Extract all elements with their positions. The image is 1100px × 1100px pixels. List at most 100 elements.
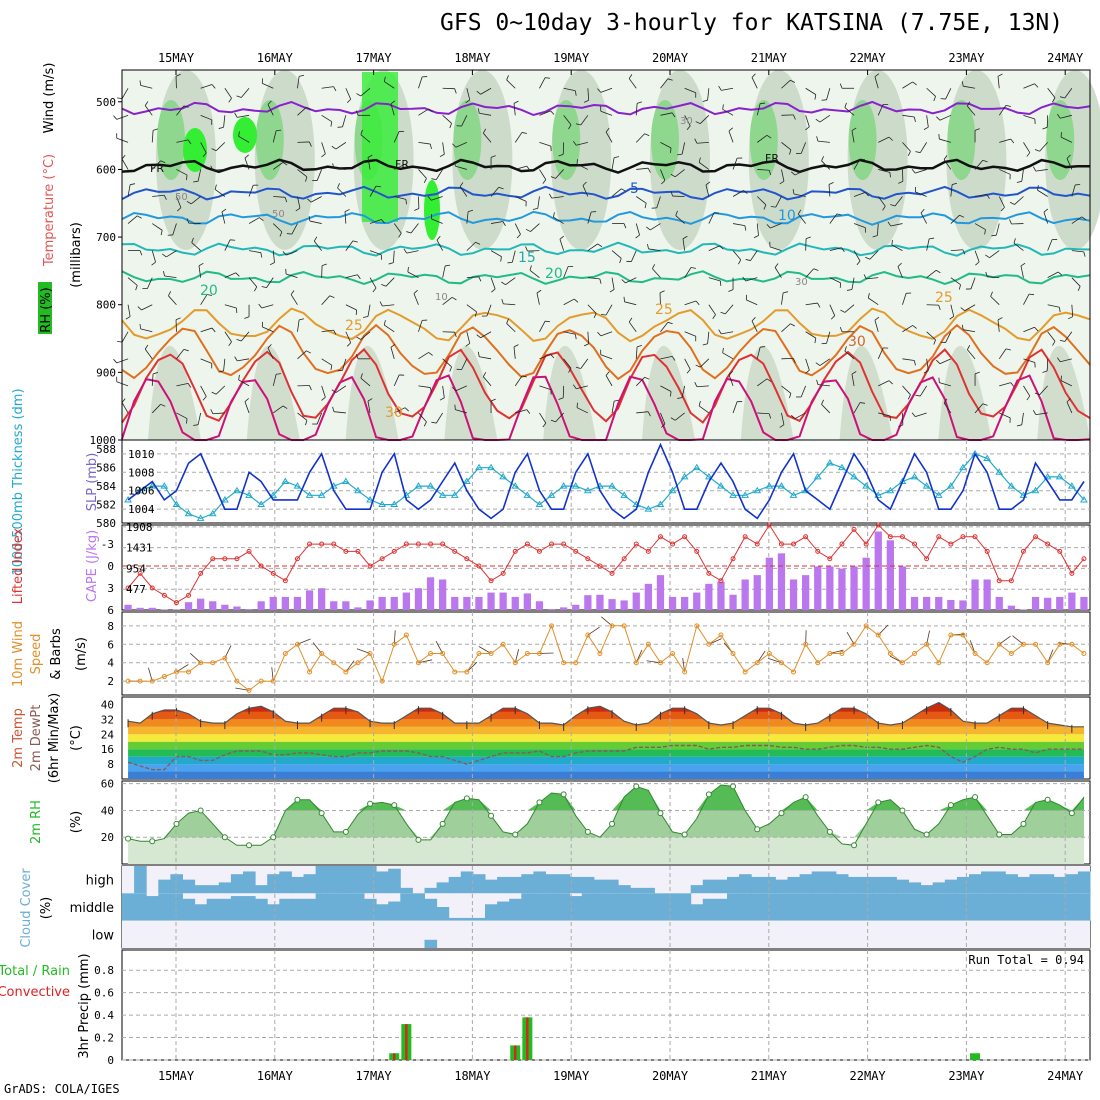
cloud-middle-bar — [593, 893, 607, 921]
wind-barb — [418, 141, 431, 145]
wind-barb — [248, 277, 258, 288]
wind-barb — [611, 250, 622, 259]
lifted-index-point — [488, 578, 494, 584]
wind10m-axis-label-part: Speed — [29, 634, 44, 675]
cape-bar — [499, 592, 507, 610]
wind-barb — [950, 304, 955, 317]
wind-barb — [781, 385, 792, 394]
top-date-label: 17MAY — [356, 51, 393, 65]
wind-barb — [605, 304, 613, 316]
wind-barb — [684, 300, 697, 306]
wind-barb-flag — [525, 228, 531, 232]
wind-barb-flag — [482, 128, 487, 134]
wind-barb-flag — [218, 126, 224, 129]
wind-barb-flag — [117, 341, 123, 343]
wind-barb-flag — [160, 403, 166, 407]
thickness-point — [390, 500, 399, 508]
lifted-index-point — [1045, 541, 1051, 547]
rh2m-point — [826, 828, 833, 835]
wind-barb-flag — [951, 182, 958, 185]
wind-barb-flag — [966, 345, 971, 350]
wind-barb-flag — [356, 336, 362, 340]
temperature-band — [128, 726, 1085, 735]
wind-barb-flag — [1005, 348, 1011, 351]
wind10m-speed-point — [415, 660, 421, 666]
cloud-middle-bar — [351, 893, 365, 921]
wind-barb-flag — [449, 366, 452, 372]
cloud-middle-bar — [243, 896, 256, 921]
wind-barb-flag — [619, 258, 622, 264]
lifted-index-point — [246, 548, 252, 554]
wind-barb-flag — [1043, 208, 1049, 213]
wind10m-speed-point — [573, 660, 579, 666]
wind-barb — [1013, 242, 1024, 251]
cape-bar — [124, 604, 132, 610]
wind-barb-flag — [805, 369, 810, 374]
wind-barb-flag — [168, 291, 172, 296]
wind-barb — [920, 212, 928, 224]
wind-barb-flag — [1066, 398, 1071, 403]
wind-barb-flag — [768, 170, 772, 176]
wind-barb-flag — [661, 180, 666, 185]
wind-barb — [699, 115, 710, 124]
wind-barb-flag — [454, 88, 457, 94]
wind10m-speed-point — [488, 651, 494, 656]
isotherm-label: 10 — [778, 208, 796, 224]
wind-barb — [151, 250, 156, 263]
rh-contour-label: 30 — [795, 277, 808, 288]
isotherm-label: FR — [395, 158, 409, 171]
wind-barb-flag — [218, 370, 224, 373]
wind10m-speed-point — [319, 651, 325, 656]
wind-barb-flag — [698, 400, 701, 406]
cape-bar — [681, 596, 689, 610]
wind-barb — [1071, 304, 1074, 317]
wind10m-speed-point — [960, 632, 966, 638]
wind-barb-flag — [526, 165, 531, 171]
precip-tick-label: 0 — [107, 1054, 114, 1067]
wind-barb — [964, 304, 976, 312]
cloud-level-label: middle — [70, 901, 114, 916]
wind-barb — [553, 216, 564, 224]
cape-bar — [596, 594, 604, 610]
wind-barb — [559, 239, 565, 251]
cloud-middle-bar — [303, 898, 317, 921]
wind-barb — [480, 87, 492, 95]
cloud-high-bar — [448, 876, 462, 894]
wind10m-speed-point — [706, 641, 712, 647]
wind-barb — [757, 378, 768, 387]
wind-barb-flag — [760, 102, 766, 105]
wind-barb — [262, 326, 274, 333]
wind-barb — [200, 358, 212, 364]
wind-barb — [648, 248, 661, 251]
cloud-high-bar — [860, 876, 873, 894]
lifted-index-point — [936, 534, 942, 540]
rh2m-point — [609, 820, 616, 827]
precip-total-bar — [970, 1053, 981, 1060]
wind-barb-flag — [329, 295, 335, 298]
wind-barb — [1060, 380, 1073, 387]
wind-barb-flag — [235, 272, 240, 277]
li-tick-label: 6 — [107, 604, 114, 617]
wind-barb-flag — [997, 317, 1003, 321]
wind-barb-flag — [815, 118, 821, 123]
wind-barb — [805, 358, 810, 371]
wind-barb-flag — [477, 108, 480, 114]
wind-barb-flag — [851, 371, 857, 375]
thickness-point — [414, 482, 423, 489]
wind-barb — [215, 142, 226, 152]
cloud-middle-bar — [327, 893, 341, 921]
wind10m-speed-point — [1008, 651, 1014, 656]
lifted-index-point — [754, 541, 760, 547]
wind-barb-flag — [258, 303, 263, 309]
thickness-point — [184, 509, 193, 517]
wind-barb — [466, 304, 477, 313]
wind-barb-flag — [670, 191, 674, 197]
lifted-index-point — [585, 556, 591, 562]
lifted-index-point — [766, 522, 772, 528]
wind-barb-flag — [160, 230, 163, 236]
dewpoint-line — [127, 744, 1084, 771]
wind-barb — [140, 328, 153, 333]
cloud-high-bar — [206, 885, 220, 894]
wind-barb-flag — [882, 205, 886, 211]
wind-barb — [563, 87, 576, 92]
